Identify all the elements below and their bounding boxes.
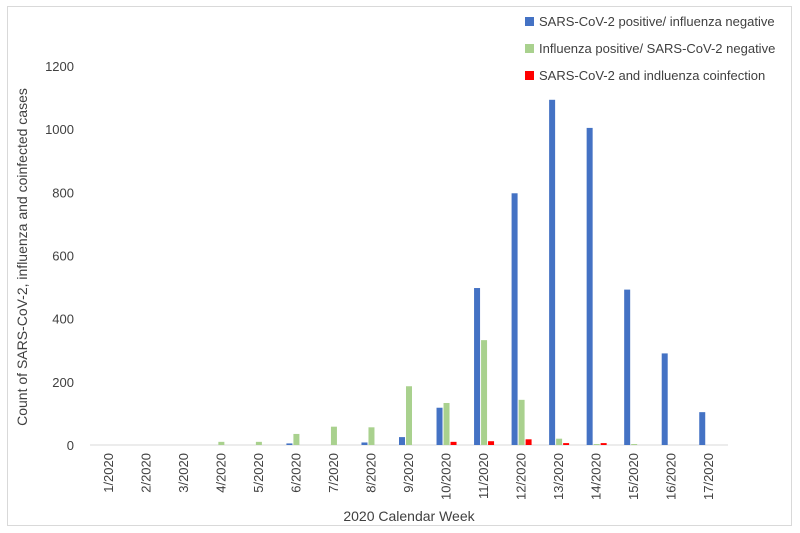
bar-2-14-2020 bbox=[593, 444, 600, 445]
y-tick-label: 0 bbox=[67, 438, 74, 453]
bar-1-8-2020 bbox=[361, 442, 368, 445]
x-tick-label: 8/2020 bbox=[363, 453, 378, 493]
bar-2-5-2020 bbox=[255, 441, 262, 445]
x-tick-label: 10/2020 bbox=[439, 453, 454, 500]
x-tick-label: 3/2020 bbox=[176, 453, 191, 493]
x-tick-label: 16/2020 bbox=[664, 453, 679, 500]
x-tick-label: 5/2020 bbox=[251, 453, 266, 493]
bar-2-12-2020 bbox=[518, 399, 525, 445]
bar-3-12-2020 bbox=[525, 439, 532, 445]
y-tick-label: 800 bbox=[52, 185, 74, 200]
bar-2-13-2020 bbox=[556, 438, 563, 445]
legend-label: Influenza positive/ SARS-CoV-2 negative bbox=[539, 41, 775, 56]
bar-1-14-2020 bbox=[586, 127, 593, 446]
bar-3-10-2020 bbox=[450, 441, 457, 445]
bar-3-13-2020 bbox=[563, 443, 570, 445]
bar-1-9-2020 bbox=[399, 437, 405, 445]
bar-1-6-2020 bbox=[286, 443, 293, 445]
y-tick-label: 600 bbox=[52, 249, 74, 264]
legend-swatch bbox=[525, 71, 534, 80]
bar-1-17-2020 bbox=[699, 412, 706, 445]
legend-label: SARS-CoV-2 positive/ influenza negative bbox=[539, 14, 775, 29]
bar-2-15-2020 bbox=[631, 444, 638, 445]
bar-3-11-2020 bbox=[488, 441, 495, 445]
bars bbox=[218, 99, 706, 446]
x-tick-label: 14/2020 bbox=[589, 453, 604, 500]
bar-2-9-2020 bbox=[406, 386, 412, 445]
legend-swatch bbox=[525, 17, 534, 26]
x-axis-ticks: 1/2020 2/2020 3/2020 4/2020 5/2020 6/2020 7/20… bbox=[101, 453, 716, 500]
bar-3-14-2020 bbox=[600, 443, 607, 445]
bar-2-11-2020 bbox=[481, 340, 488, 445]
x-tick-label: 2/2020 bbox=[138, 453, 153, 493]
bar-2-6-2020 bbox=[293, 433, 300, 445]
bar-1-11-2020 bbox=[474, 288, 481, 445]
bar-1-13-2020 bbox=[549, 99, 556, 446]
y-axis-title: Count of SARS-CoV-2, influenza and coinf… bbox=[14, 88, 30, 426]
bar-2-8-2020 bbox=[368, 427, 375, 445]
bar-2-7-2020 bbox=[330, 426, 337, 445]
x-tick-label: 9/2020 bbox=[401, 453, 416, 493]
x-tick-label: 17/2020 bbox=[701, 453, 716, 500]
y-axis-ticks: 0 200 400 600 800 1000 1200 bbox=[45, 59, 74, 453]
x-tick-label: 11/2020 bbox=[476, 453, 491, 499]
y-tick-label: 1000 bbox=[45, 122, 74, 137]
x-tick-label: 13/2020 bbox=[551, 453, 566, 500]
legend-swatch bbox=[525, 44, 534, 53]
x-axis-title: 2020 Calendar Week bbox=[343, 508, 475, 524]
x-tick-label: 1/2020 bbox=[101, 453, 116, 493]
x-tick-label: 12/2020 bbox=[514, 453, 529, 500]
x-tick-label: 6/2020 bbox=[288, 453, 303, 493]
bar-1-12-2020 bbox=[511, 193, 518, 445]
bar-1-16-2020 bbox=[661, 353, 668, 445]
bar-2-4-2020 bbox=[218, 441, 225, 445]
legend-label: SARS-CoV-2 and indluenza coinfection bbox=[539, 68, 765, 83]
bar-1-15-2020 bbox=[624, 289, 631, 445]
x-tick-label: 7/2020 bbox=[326, 453, 341, 493]
y-tick-label: 200 bbox=[52, 375, 74, 390]
bar-2-10-2020 bbox=[443, 402, 450, 445]
legend: SARS-CoV-2 positive/ influenza negative I… bbox=[525, 14, 775, 83]
bar-1-10-2020 bbox=[436, 407, 443, 445]
y-tick-label: 1200 bbox=[45, 59, 74, 74]
x-tick-label: 4/2020 bbox=[213, 453, 228, 493]
y-tick-label: 400 bbox=[52, 312, 74, 327]
x-tick-label: 15/2020 bbox=[626, 453, 641, 500]
